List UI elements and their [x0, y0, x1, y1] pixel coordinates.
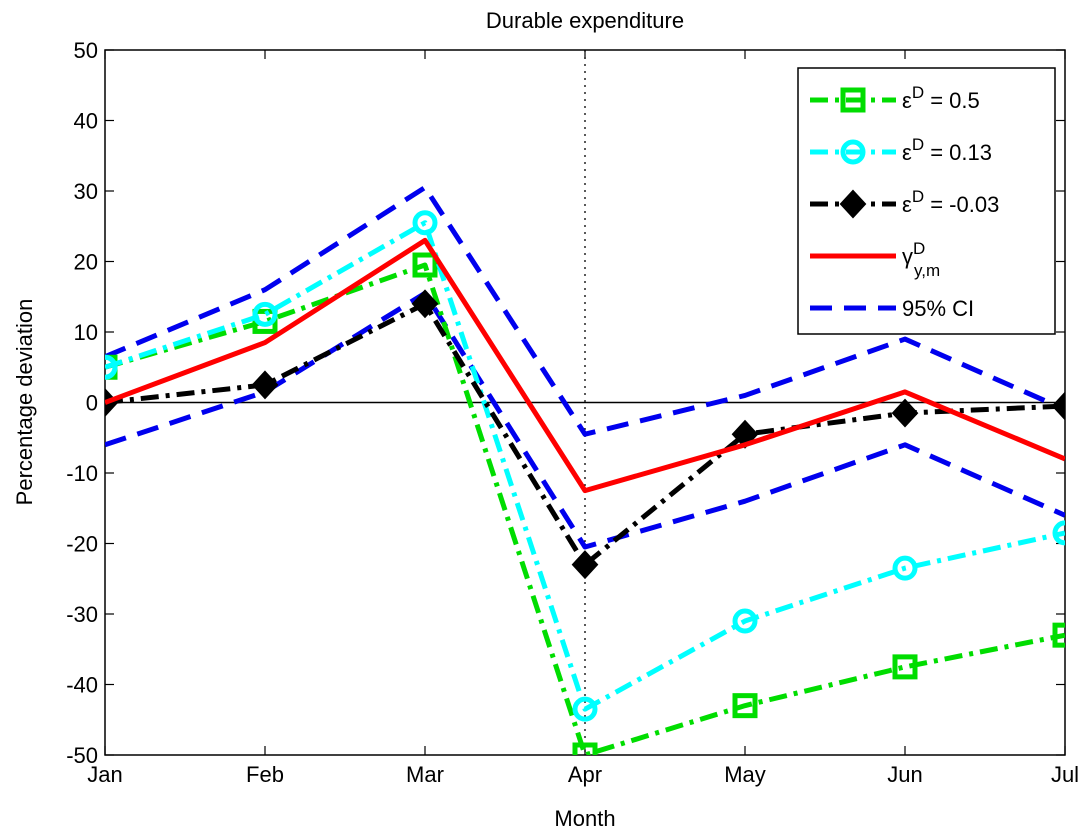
- x-tick-label: Jan: [87, 762, 122, 787]
- x-tick-label: Apr: [568, 762, 602, 787]
- y-tick-label: -40: [66, 673, 98, 698]
- y-tick-label: -10: [66, 461, 98, 486]
- data-point-eps013: [105, 354, 118, 380]
- x-tick-label: Jul: [1051, 762, 1079, 787]
- series-line-ci_upper: [105, 184, 1065, 437]
- legend-marker-epsm003: [839, 189, 867, 219]
- series-line-eps013: [105, 220, 1065, 712]
- data-point-eps013: [1052, 520, 1065, 546]
- legend-label-ci_upper: 95% CI: [902, 296, 974, 321]
- x-tick-label: Feb: [246, 762, 284, 787]
- series-epsm003: [105, 289, 1065, 580]
- data-point-eps013: [572, 696, 598, 722]
- series-ci_upper: [105, 184, 1065, 437]
- series-ci_lower: [105, 290, 1065, 550]
- data-point-epsm003: [891, 398, 919, 428]
- data-point-eps05: [1052, 622, 1065, 648]
- series-line-ci_lower: [105, 290, 1065, 550]
- data-point-epsm003: [411, 289, 439, 319]
- y-tick-label: -30: [66, 602, 98, 627]
- data-point-eps013: [892, 555, 918, 581]
- y-tick-label: 30: [74, 179, 98, 204]
- series-eps013: [105, 210, 1065, 722]
- y-axis-label: Percentage deviation: [12, 299, 37, 506]
- data-point-eps013: [732, 608, 758, 634]
- y-tick-label: -20: [66, 532, 98, 557]
- data-point-eps05: [892, 654, 918, 680]
- legend-label-eps05: εD = 0.5: [902, 83, 980, 113]
- data-point-epsm003: [251, 370, 279, 400]
- data-point-eps05: [572, 742, 598, 755]
- y-tick-label: 10: [74, 320, 98, 345]
- legend-label-epsm003: εD = -0.03: [902, 187, 999, 217]
- data-point-epsm003: [1051, 391, 1065, 421]
- data-point-eps013: [252, 301, 278, 327]
- x-tick-label: Mar: [406, 762, 444, 787]
- y-tick-label: 20: [74, 250, 98, 275]
- axis-ticks: -50 -40 -30 -20 -10 0 10 20 30 40 50 Jan Feb Mar Apr Ma…: [66, 38, 1079, 787]
- data-point-eps05: [412, 252, 438, 278]
- series-lines: [105, 184, 1065, 755]
- series-gamma: [105, 237, 1065, 494]
- y-tick-label: 50: [74, 38, 98, 63]
- x-tick-label: Jun: [887, 762, 922, 787]
- data-point-eps013: [412, 210, 438, 236]
- chart-title: Durable expenditure: [486, 8, 684, 33]
- series-line-gamma: [105, 237, 1065, 494]
- y-tick-label: -50: [66, 743, 98, 768]
- x-axis-label: Month: [554, 806, 615, 831]
- y-tick-label: 40: [74, 109, 98, 134]
- legend-label-gamma: γD y,m: [902, 239, 940, 280]
- legend-marker-eps05: [840, 87, 866, 113]
- legend-marker-eps013: [840, 139, 866, 165]
- legend-label-eps013: εD = 0.13: [902, 135, 992, 165]
- data-point-epsm003: [571, 550, 599, 580]
- y-tick-label: 0: [86, 391, 98, 416]
- legend: εD = 0.5 εD = 0.13 εD = -0.03 γD y,m 95% CI: [797, 67, 1056, 335]
- data-point-eps05: [732, 693, 758, 719]
- x-tick-label: May: [724, 762, 766, 787]
